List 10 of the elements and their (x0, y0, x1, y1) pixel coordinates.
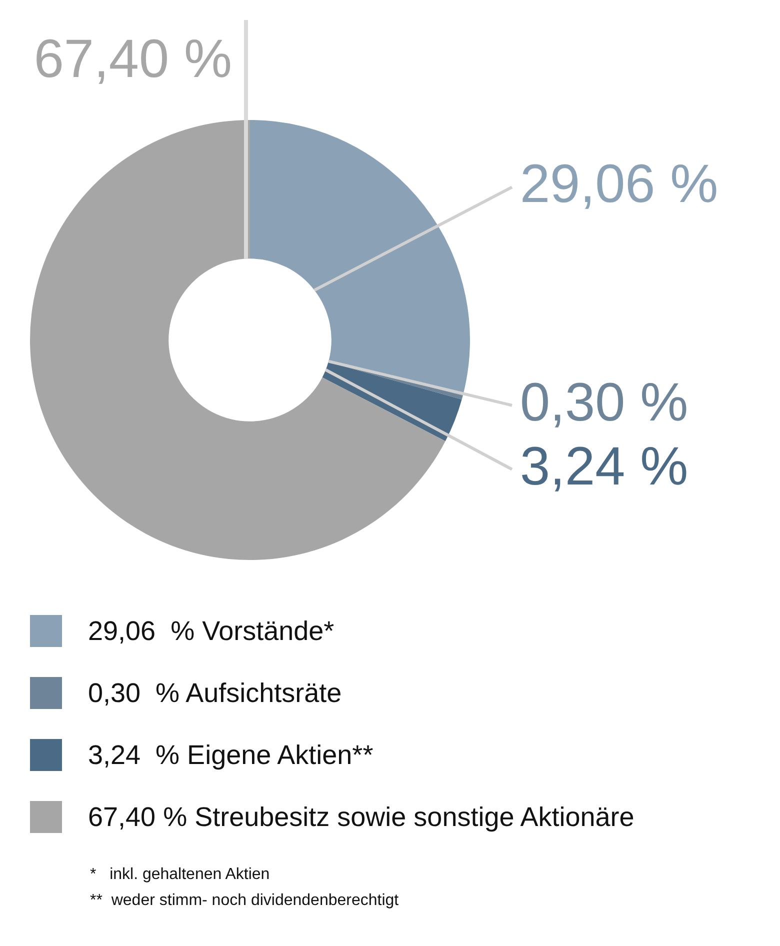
legend-label: 67,40 % Streubesitz sowie sonstige Aktionäre (88, 802, 634, 832)
legend-label: 0,30 % Aufsichtsräte (88, 678, 342, 708)
legend-label: 29,06 % Vorstände* (88, 616, 334, 646)
data-label: 29,06 % (520, 154, 718, 214)
data-label: 3,24 % (520, 436, 688, 496)
data-label: 0,30 % (520, 372, 688, 432)
text: * inkl. gehaltenen Aktien (90, 865, 271, 885)
text: ** weder stimm- noch dividendenberechtigt (90, 891, 400, 911)
data-label: 67,40 % (34, 28, 232, 89)
legend-label: 3,24 % Eigene Aktien** (88, 740, 374, 770)
